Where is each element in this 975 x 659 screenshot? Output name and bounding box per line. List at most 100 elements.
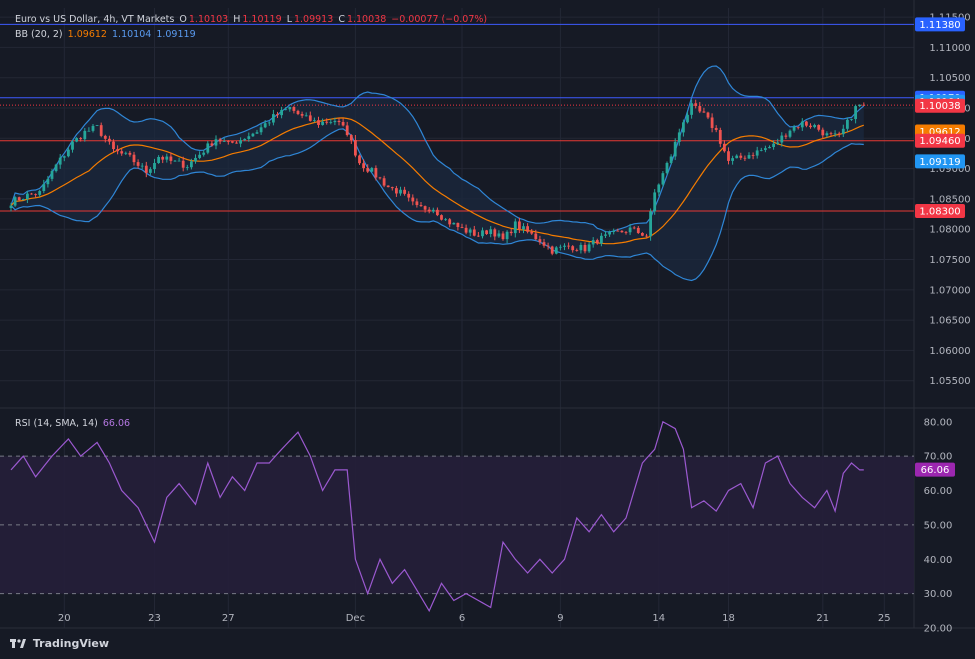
candle: [661, 171, 665, 187]
rsi-value-label: 66.06: [921, 465, 950, 476]
candle-body: [501, 233, 505, 240]
candle-body: [259, 127, 263, 133]
candle: [764, 145, 767, 153]
candle-body: [686, 114, 689, 123]
candle-body: [546, 245, 550, 247]
candle: [817, 124, 821, 132]
candle-body: [821, 129, 825, 136]
candle-body: [288, 107, 292, 110]
candle-body: [304, 115, 308, 117]
candle-body: [837, 133, 841, 135]
candle: [284, 107, 288, 111]
candle-body: [522, 226, 525, 230]
candle: [333, 117, 337, 126]
rsi-tick-label: 40.00: [924, 555, 953, 566]
bb-legend[interactable]: BB (20, 2) 1.09612 1.10104 1.09119: [15, 29, 198, 40]
candle: [136, 159, 140, 169]
candle-body: [226, 141, 230, 142]
candle: [759, 147, 763, 152]
candle-body: [460, 227, 464, 228]
candle-body: [850, 119, 853, 120]
candle-body: [542, 242, 546, 246]
candle-body: [600, 235, 603, 244]
candle-body: [559, 246, 562, 248]
price-tick-label: 1.06000: [929, 346, 970, 357]
candle-body: [173, 160, 177, 162]
price-axis: 1.115001.110001.105001.100001.095001.090…: [915, 13, 971, 387]
candle: [431, 207, 435, 214]
candle-body: [46, 178, 50, 185]
candle-body: [263, 123, 267, 128]
candle-body: [161, 157, 165, 160]
candle: [272, 109, 275, 126]
time-tick-label: 20: [58, 613, 71, 624]
bb-lower-value: 1.09119: [156, 29, 196, 40]
tradingview-logo[interactable]: TradingView: [10, 637, 109, 650]
candle-body: [120, 151, 124, 154]
candle-body: [17, 197, 21, 201]
candle: [653, 189, 657, 215]
candle: [452, 222, 456, 225]
candle: [489, 226, 493, 238]
candle-body: [714, 127, 718, 130]
bb-upper-line: [10, 65, 865, 233]
candle-body: [103, 135, 107, 139]
candle-body: [431, 209, 435, 212]
high-value: 1.10119: [242, 14, 282, 25]
candle: [395, 185, 398, 197]
candle-body: [296, 110, 300, 115]
candle: [493, 227, 497, 241]
candle-body: [124, 152, 128, 154]
candle: [144, 161, 148, 178]
candle-body: [464, 227, 468, 233]
candle-body: [653, 192, 657, 212]
candle: [239, 137, 242, 148]
candle-body: [436, 209, 439, 216]
price-tick-label: 1.07000: [929, 285, 970, 296]
candle: [690, 99, 693, 119]
candle-body: [698, 106, 702, 112]
candles: [9, 99, 866, 256]
candle: [616, 228, 620, 232]
candle: [325, 118, 329, 125]
candle: [682, 119, 685, 137]
candle: [477, 232, 480, 237]
candle: [288, 106, 292, 112]
bb-basis-line: [10, 117, 865, 245]
candle: [784, 133, 788, 140]
candle-body: [239, 140, 242, 144]
candle: [354, 135, 357, 158]
candle-body: [841, 128, 845, 135]
candle: [313, 117, 316, 123]
candle: [694, 99, 698, 109]
candle: [702, 107, 706, 113]
price-tick-label: 1.07500: [929, 255, 970, 266]
candle: [374, 165, 378, 181]
candle: [468, 227, 472, 237]
candle-body: [825, 133, 829, 136]
candle: [276, 111, 279, 119]
price-label-text: 1.08300: [919, 207, 960, 218]
candle-body: [768, 147, 771, 149]
rsi-legend[interactable]: RSI (14, SMA, 14) 66.06: [15, 418, 132, 429]
candle: [809, 123, 812, 129]
candle: [382, 175, 386, 188]
candle-body: [657, 184, 661, 193]
candle: [42, 179, 46, 194]
candle-body: [509, 231, 513, 234]
candle: [628, 223, 632, 236]
candle: [75, 137, 78, 143]
candle: [358, 154, 361, 165]
rsi-value-box: [915, 462, 955, 477]
candle-body: [530, 231, 534, 234]
candle-body: [583, 244, 587, 252]
candle: [575, 248, 579, 252]
candle: [210, 141, 214, 147]
candle-body: [247, 136, 251, 139]
candle-body: [169, 156, 173, 161]
candle: [370, 166, 374, 173]
candle: [559, 244, 562, 251]
candle-body: [34, 194, 37, 196]
candle: [821, 127, 825, 139]
